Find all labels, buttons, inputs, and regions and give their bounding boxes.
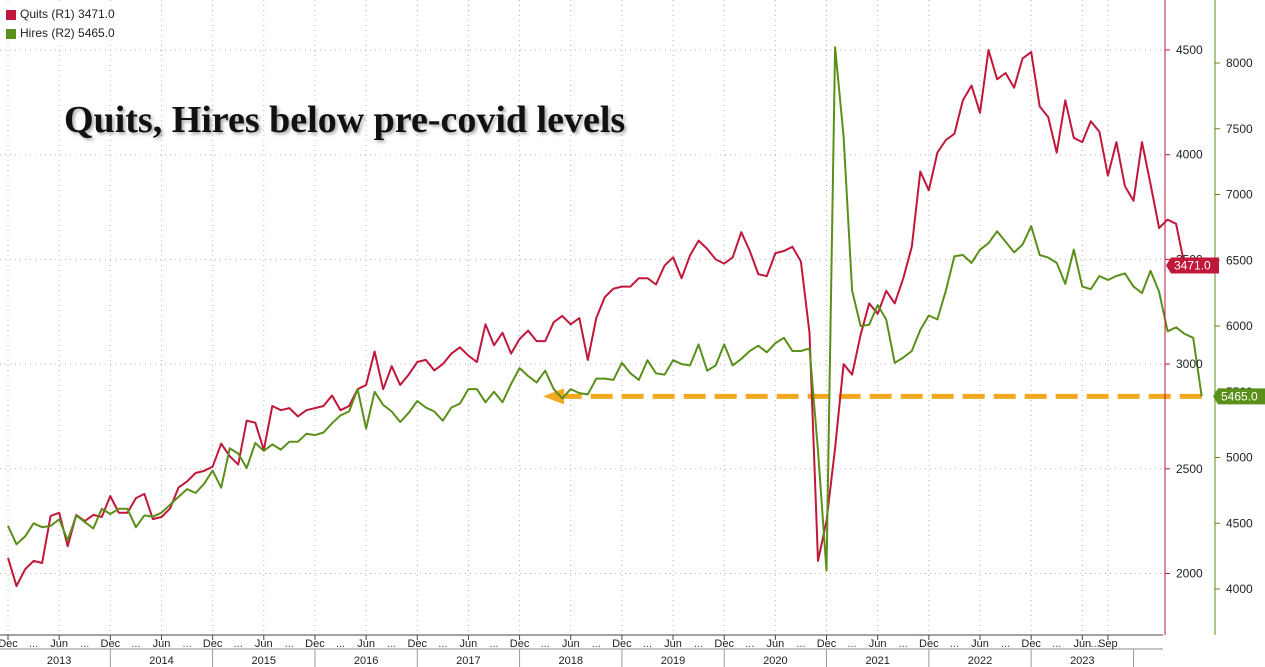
x-tick-label: Jun: [357, 638, 375, 650]
x-tick-ellipsis: ...: [745, 638, 754, 650]
x-tick-ellipsis: ...: [541, 638, 550, 650]
x-tick-label: Jun: [766, 638, 784, 650]
x-year-label: 2017: [456, 655, 480, 667]
hires-axis-label: 7500: [1226, 122, 1253, 136]
x-year-label: 2023: [1070, 655, 1094, 667]
x-tick-ellipsis: ...: [796, 638, 805, 650]
legend: Quits (R1) 3471.0 Hires (R2) 5465.0: [6, 5, 115, 43]
x-tick-label: Jun: [1073, 638, 1091, 650]
x-tick-label: Dec: [510, 638, 530, 650]
hires-axis-label: 4500: [1226, 516, 1253, 530]
x-year-label: 2016: [354, 655, 378, 667]
annotation-arrowhead: [543, 388, 564, 405]
x-tick-label: Dec: [203, 638, 223, 650]
x-tick-label: Jun: [664, 638, 682, 650]
quits-axis-label: 3000: [1176, 357, 1203, 371]
annotation-layer: [543, 388, 1202, 405]
series-line-quits: [7, 49, 1186, 588]
x-tick-ellipsis: ...: [694, 638, 703, 650]
x-tick-label: Jun: [562, 638, 580, 650]
hires-axis-label: 7000: [1226, 188, 1253, 202]
legend-item-quits: Quits (R1) 3471.0: [6, 5, 115, 24]
hires-axis-label: 8000: [1226, 56, 1253, 70]
x-tick-ellipsis: ...: [234, 638, 243, 650]
hires-last-value-badge: 5465.0: [1221, 389, 1258, 403]
x-tick-ellipsis: ...: [1001, 638, 1010, 650]
x-tick-ellipsis: ...: [285, 638, 294, 650]
x-tick-label: Sep: [1098, 638, 1118, 650]
x-tick-ellipsis: ...: [131, 638, 140, 650]
x-tick-label: Jun: [255, 638, 273, 650]
x-tick-label: Dec: [407, 638, 427, 650]
hires-last-value-badge-bg: [1213, 388, 1265, 405]
x-tick-label: Jun: [460, 638, 478, 650]
hires-axis-label: 6000: [1226, 319, 1253, 333]
x-tick-label: Dec: [919, 638, 939, 650]
x-tick-label: Dec: [101, 638, 121, 650]
x-year-label: 2022: [968, 655, 992, 667]
x-tick-ellipsis: ...: [80, 638, 89, 650]
x-tick-ellipsis: ...: [1091, 638, 1100, 650]
hires-axis-label: 4000: [1226, 582, 1253, 596]
x-tick-label: Dec: [1021, 638, 1041, 650]
x-tick-ellipsis: ...: [182, 638, 191, 650]
legend-swatch-hires: [6, 28, 16, 39]
quits-axis-label: 2000: [1176, 567, 1203, 581]
quits-last-value-badge-bg: [1166, 257, 1219, 274]
legend-swatch-quits: [6, 9, 16, 20]
x-tick-ellipsis: ...: [336, 638, 345, 650]
series-line-hires: [7, 46, 1203, 572]
x-year-label: 2020: [763, 655, 787, 667]
chart-title: Quits, Hires below pre-covid levels: [64, 99, 626, 141]
x-tick-label: Dec: [305, 638, 325, 650]
x-tick-ellipsis: ...: [592, 638, 601, 650]
hires-axis-label: 5000: [1226, 451, 1253, 465]
x-tick-label: Jun: [971, 638, 989, 650]
x-tick-label: Dec: [714, 638, 734, 650]
series-lines: [7, 46, 1203, 588]
x-tick-ellipsis: ...: [387, 638, 396, 650]
grid-lines: [0, 0, 1163, 635]
x-tick-label: Jun: [869, 638, 887, 650]
x-year-label: 2013: [47, 655, 71, 667]
x-tick-ellipsis: ...: [643, 638, 652, 650]
x-tick-label: Dec: [612, 638, 632, 650]
legend-value-quits: 3471.0: [78, 7, 115, 21]
x-year-label: 2014: [149, 655, 173, 667]
legend-label-hires: Hires (R2): [20, 26, 75, 40]
quits-last-value-badge: 3471.0: [1174, 258, 1211, 272]
quits-axis-label: 4000: [1176, 148, 1203, 162]
legend-item-hires: Hires (R2) 5465.0: [6, 24, 115, 43]
x-tick-ellipsis: ...: [950, 638, 959, 650]
x-tick-label: Dec: [817, 638, 837, 650]
hires-axis-label: 6500: [1226, 253, 1253, 267]
legend-label-quits: Quits (R1): [20, 7, 75, 21]
x-year-label: 2021: [865, 655, 889, 667]
x-tick-label: Jun: [153, 638, 171, 650]
quits-axis-label: 4500: [1176, 43, 1203, 57]
x-year-label: 2015: [252, 655, 276, 667]
quits-axis-label: 2500: [1176, 462, 1203, 476]
x-year-label: 2018: [558, 655, 582, 667]
x-tick-label: Dec: [0, 638, 18, 650]
x-tick-ellipsis: ...: [848, 638, 857, 650]
legend-value-hires: 5465.0: [78, 26, 115, 40]
x-tick-ellipsis: ...: [489, 638, 498, 650]
x-tick-ellipsis: ...: [438, 638, 447, 650]
x-tick-label: Jun: [50, 638, 68, 650]
x-tick-ellipsis: ...: [1052, 638, 1061, 650]
x-tick-ellipsis: ...: [29, 638, 38, 650]
x-tick-ellipsis: ...: [899, 638, 908, 650]
x-year-label: 2019: [661, 655, 685, 667]
